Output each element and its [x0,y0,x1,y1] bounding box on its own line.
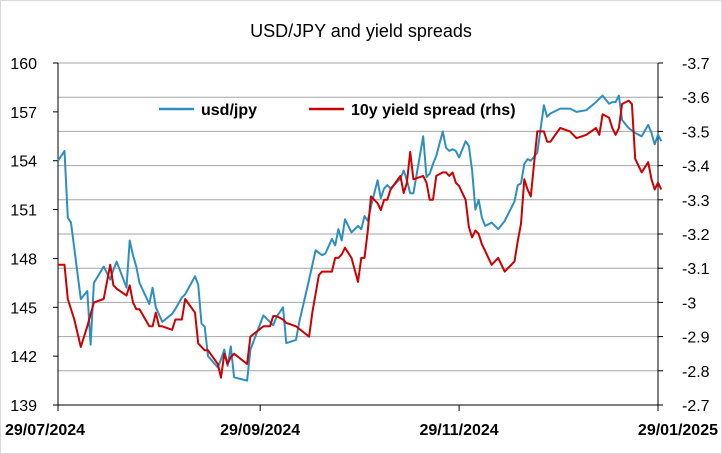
right-axis-ticks: -2.7 -2.8 -2.9 -3 -3.1 -3.2 -3.3 -3.4 -3.5 -3.6 -3… [658,56,710,415]
right-tick-label: -2.8 [682,364,710,381]
x-tick-label: 29/11/2024 [419,422,498,439]
chart-title: USD/JPY and yield spreads [250,21,472,41]
usd-jpy-line [57,94,663,382]
right-tick-label: -3.7 [682,56,710,73]
right-tick-label: -3.5 [682,124,710,141]
x-axis-ticks: 29/07/2024 29/09/2024 29/11/2024 29/01/2025 [5,405,718,439]
x-tick-label: 29/09/2024 [220,422,300,439]
left-tick-label: 142 [10,349,37,366]
legend-label: 10y yield spread (rhs) [351,102,516,119]
right-tick-label: -2.9 [682,330,710,347]
left-tick-label: 148 [10,251,37,268]
left-tick-label: 157 [10,105,37,122]
right-tick-label: -3.1 [682,261,710,278]
series-lines [57,94,663,382]
right-tick-label: -3.3 [682,193,710,210]
left-tick-label: 139 [10,398,37,415]
left-tick-label: 154 [10,154,37,171]
left-axis-ticks: 139 142 145 148 151 154 157 160 [10,56,58,415]
x-tick-label: 29/01/2025 [638,422,718,439]
left-tick-label: 145 [10,300,37,317]
right-tick-label: -2.7 [682,398,710,415]
left-tick-label: 160 [10,56,37,73]
right-tick-label: -3.2 [682,227,710,244]
right-tick-label: -3.4 [682,159,710,176]
right-tick-label: -3 [682,295,696,312]
left-tick-label: 151 [10,203,37,220]
legend-label: usd/jpy [201,102,257,119]
yield-spread-line [58,99,663,379]
x-tick-label: 29/07/2024 [5,422,85,439]
legend: usd/jpy 10y yield spread (rhs) [159,102,516,119]
right-tick-label: -3.6 [682,90,710,107]
